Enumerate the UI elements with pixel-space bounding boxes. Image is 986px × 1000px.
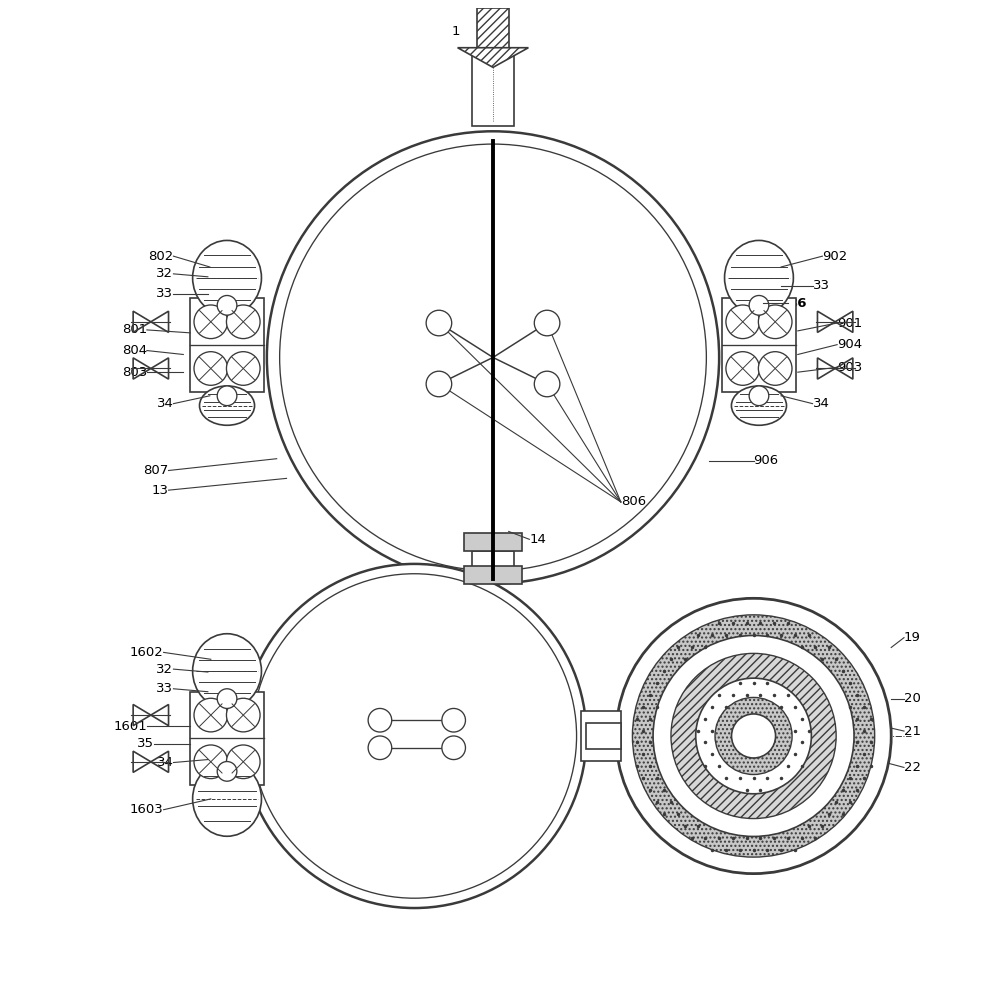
Circle shape [442,708,465,732]
Circle shape [227,698,260,732]
Text: 34: 34 [157,397,174,410]
Circle shape [194,305,228,339]
Circle shape [252,574,577,898]
Circle shape [616,598,891,874]
Text: 21: 21 [904,725,921,738]
Bar [582,711,621,761]
Text: 33: 33 [157,287,174,300]
Circle shape [732,714,776,758]
Circle shape [368,708,391,732]
Circle shape [696,678,811,794]
Circle shape [217,762,237,781]
Ellipse shape [192,240,261,315]
Ellipse shape [199,386,254,425]
Circle shape [227,352,260,385]
Circle shape [194,352,228,385]
Circle shape [426,310,452,336]
Circle shape [758,352,792,385]
Bar [190,692,264,785]
Text: 906: 906 [753,454,779,467]
Text: 806: 806 [621,495,646,508]
Bar [472,551,514,581]
Text: 20: 20 [904,692,921,705]
Text: 33: 33 [812,279,829,292]
Text: 801: 801 [121,323,147,336]
Text: 34: 34 [157,756,174,769]
Circle shape [726,305,759,339]
Text: 22: 22 [904,761,921,774]
Bar [472,48,514,126]
Circle shape [267,131,719,584]
Circle shape [442,736,465,760]
Circle shape [426,371,452,397]
Text: 14: 14 [529,533,546,546]
Circle shape [534,310,560,336]
Circle shape [368,736,391,760]
Text: 803: 803 [121,366,147,379]
Bar [190,298,264,392]
Bar [477,8,509,48]
Text: 802: 802 [148,250,174,263]
Bar [464,566,522,584]
Text: 901: 901 [837,317,863,330]
Text: 35: 35 [137,737,154,750]
Text: 32: 32 [157,267,174,280]
Text: 804: 804 [122,344,147,357]
Circle shape [243,564,587,908]
Text: 36: 36 [788,297,807,310]
Circle shape [217,295,237,315]
Circle shape [194,745,228,779]
Circle shape [749,295,769,315]
Ellipse shape [725,240,794,315]
Circle shape [726,352,759,385]
Circle shape [653,635,854,836]
Circle shape [715,697,792,775]
Bar [464,533,522,551]
Circle shape [217,386,237,406]
Ellipse shape [192,634,261,708]
Circle shape [227,745,260,779]
Circle shape [194,698,228,732]
Text: 34: 34 [812,397,829,410]
Text: 904: 904 [837,338,862,351]
Circle shape [280,144,706,571]
Text: 807: 807 [143,464,169,477]
Ellipse shape [192,762,261,836]
Text: 1: 1 [452,25,460,38]
Bar [587,723,621,749]
Ellipse shape [732,386,787,425]
Text: 1603: 1603 [130,803,164,816]
Text: 1602: 1602 [130,646,164,659]
Text: 1601: 1601 [113,720,147,733]
Circle shape [749,386,769,406]
Circle shape [758,305,792,339]
Circle shape [217,689,237,708]
Circle shape [227,305,260,339]
Text: 903: 903 [837,361,863,374]
Circle shape [670,653,836,819]
Circle shape [632,615,875,857]
Circle shape [534,371,560,397]
Text: 19: 19 [904,631,921,644]
Text: 13: 13 [152,484,169,497]
Text: 32: 32 [157,663,174,676]
Bar [722,298,796,392]
Text: 902: 902 [822,250,848,263]
Text: 33: 33 [157,682,174,695]
Polygon shape [458,48,528,67]
